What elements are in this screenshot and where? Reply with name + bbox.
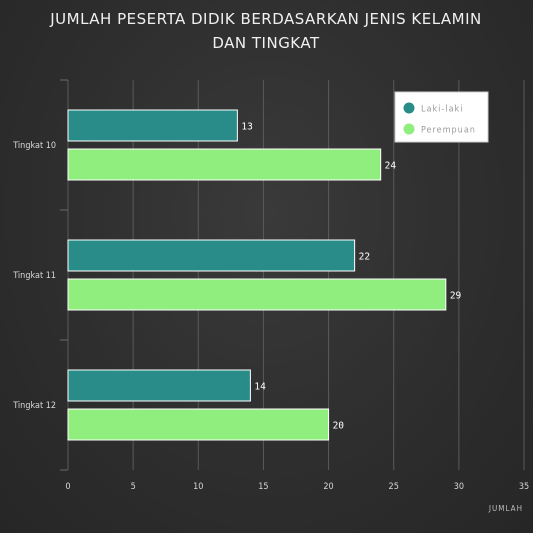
x-tick-label: 25 (389, 482, 399, 492)
x-tick-label: 15 (258, 482, 268, 492)
x-axis-label: JUMLAH (488, 504, 523, 513)
y-category-label: Tingkat 11 (12, 271, 56, 281)
legend-swatch (403, 123, 415, 135)
chart-title-line-1: JUMLAH PESERTA DIDIK BERDASARKAN JENIS K… (49, 10, 482, 28)
bar-perempuan (67, 278, 447, 311)
data-label: 22 (359, 252, 370, 263)
legend-swatch (403, 102, 415, 114)
bar-perempuan (67, 148, 382, 181)
x-tick-label: 30 (454, 482, 464, 492)
legend-entry: Laki-laki (421, 105, 463, 115)
legend: Laki-laki Perempuan (394, 91, 489, 143)
chart-title: JUMLAH PESERTA DIDIK BERDASARKAN JENIS K… (49, 10, 482, 52)
chart-title-line-2: DAN TINGKAT (212, 34, 320, 52)
bars (67, 109, 447, 441)
axes: 0 5 10 15 20 25 30 35 Tingkat 10 Tingkat 11 Tingka… (12, 79, 529, 492)
data-label: 13 (241, 122, 252, 133)
bar-laki-laki (67, 369, 251, 402)
data-label: 24 (385, 161, 397, 172)
y-category-label: Tingkat 10 (12, 141, 56, 151)
bar-perempuan (67, 408, 330, 441)
bar-laki-laki (67, 239, 356, 272)
x-tick-label: 35 (519, 482, 529, 492)
x-tick-label: 20 (323, 482, 333, 492)
bar-laki-laki (67, 109, 238, 142)
x-tick-label: 10 (193, 482, 203, 492)
data-labels: 13 24 22 29 14 20 (241, 122, 461, 432)
x-tick-label: 5 (131, 482, 136, 492)
y-category-label: Tingkat 12 (12, 401, 56, 411)
grid-lines (67, 80, 525, 470)
data-label: 14 (254, 382, 266, 393)
legend-entry: Perempuan (421, 126, 476, 136)
data-label: 20 (333, 421, 345, 432)
data-label: 29 (450, 291, 462, 302)
x-tick-label: 0 (65, 482, 70, 492)
